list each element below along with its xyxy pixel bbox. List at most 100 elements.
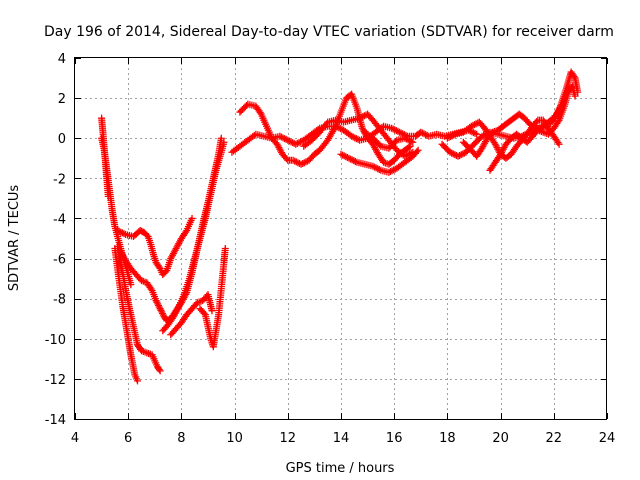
y-tick-label: 0 (58, 132, 66, 147)
series-arc8 (167, 291, 216, 339)
data-point (120, 230, 128, 238)
data-point (407, 137, 415, 145)
data-point (127, 281, 135, 289)
data-point (454, 152, 462, 160)
data-point (134, 377, 142, 385)
y-tick-label: -4 (53, 212, 66, 227)
grid-lines (75, 58, 607, 419)
data-point (114, 226, 122, 234)
data-point (155, 263, 163, 271)
data-point (276, 132, 284, 140)
data-point (469, 129, 477, 137)
data-point (555, 140, 563, 148)
data-point (389, 125, 397, 133)
x-tick-labels: 4 6 8 10 12 14 16 18 20 22 24 (71, 431, 615, 446)
data-point (220, 138, 228, 146)
series-arc7 (159, 138, 228, 335)
data-point (284, 136, 292, 144)
y-tick-label: -8 (53, 293, 66, 308)
data-point (570, 73, 578, 81)
y-tick-label: 4 (58, 52, 66, 67)
data-point (282, 135, 290, 143)
data-point (445, 133, 453, 141)
data-point (413, 148, 421, 156)
data-point (369, 162, 377, 170)
data-point (386, 168, 394, 176)
data-point (295, 139, 303, 147)
data-point (279, 134, 287, 142)
data-point (351, 134, 359, 142)
data-point (285, 137, 293, 145)
data-point (349, 133, 357, 141)
data-point (469, 121, 477, 129)
x-tick-label: 22 (546, 431, 563, 446)
data-point (348, 156, 356, 164)
series-arc12 (300, 110, 417, 160)
data-point (405, 143, 413, 151)
data-point (332, 122, 340, 130)
series-arc13 (337, 146, 422, 176)
data-point (397, 129, 405, 137)
y-tick-label: -2 (53, 172, 66, 187)
data-point (117, 228, 125, 236)
data-point (157, 306, 165, 314)
data-point (414, 146, 422, 154)
data-point (530, 123, 538, 131)
plot-frame (74, 57, 607, 420)
data-point (394, 127, 402, 135)
data-point (147, 285, 155, 293)
data-point (467, 122, 475, 130)
y-axis-label: SDTVAR / TECUs (7, 185, 22, 292)
data-point (152, 297, 160, 305)
data-point (533, 118, 541, 126)
chart-title: Day 196 of 2014, Sidereal Day-to-day VTE… (44, 24, 614, 40)
y-tick-label: -10 (45, 333, 66, 348)
data-point (420, 130, 428, 138)
data-point (118, 229, 126, 237)
data-point (449, 150, 457, 158)
data-point (339, 151, 347, 159)
data-point (302, 158, 310, 166)
data-point (154, 300, 162, 308)
data-point (448, 149, 456, 157)
data-point (336, 125, 344, 133)
data-point (374, 165, 382, 173)
data-point (402, 135, 410, 143)
data-point (422, 131, 430, 139)
data-point (297, 160, 305, 168)
y-tick-label: -6 (53, 253, 66, 268)
data-point (293, 139, 301, 147)
data-point (155, 303, 163, 311)
data-point (401, 152, 409, 160)
data-points (98, 68, 582, 385)
data-point (337, 150, 345, 158)
data-point (406, 137, 414, 145)
data-point (391, 126, 399, 134)
data-point (277, 133, 285, 141)
data-point (480, 131, 488, 139)
series-arc5 (114, 214, 196, 279)
x-axis-label: GPS time / hours (286, 461, 395, 476)
data-point (158, 308, 166, 316)
x-tick-label: 6 (124, 431, 132, 446)
data-point (404, 136, 412, 144)
data-point (388, 167, 396, 175)
x-tick-label: 20 (492, 431, 509, 446)
data-point (348, 132, 356, 140)
data-point (297, 138, 305, 146)
data-point (371, 163, 379, 171)
data-point (299, 159, 307, 167)
data-point (292, 140, 300, 148)
data-point (292, 158, 300, 166)
data-point (554, 139, 562, 147)
data-point (289, 139, 297, 147)
data-point (388, 124, 396, 132)
series-arc18 (486, 82, 579, 174)
data-point (471, 129, 479, 137)
data-point (554, 118, 562, 126)
data-point (450, 131, 458, 139)
data-point (182, 228, 190, 236)
data-point (155, 301, 163, 309)
data-point (347, 155, 355, 163)
